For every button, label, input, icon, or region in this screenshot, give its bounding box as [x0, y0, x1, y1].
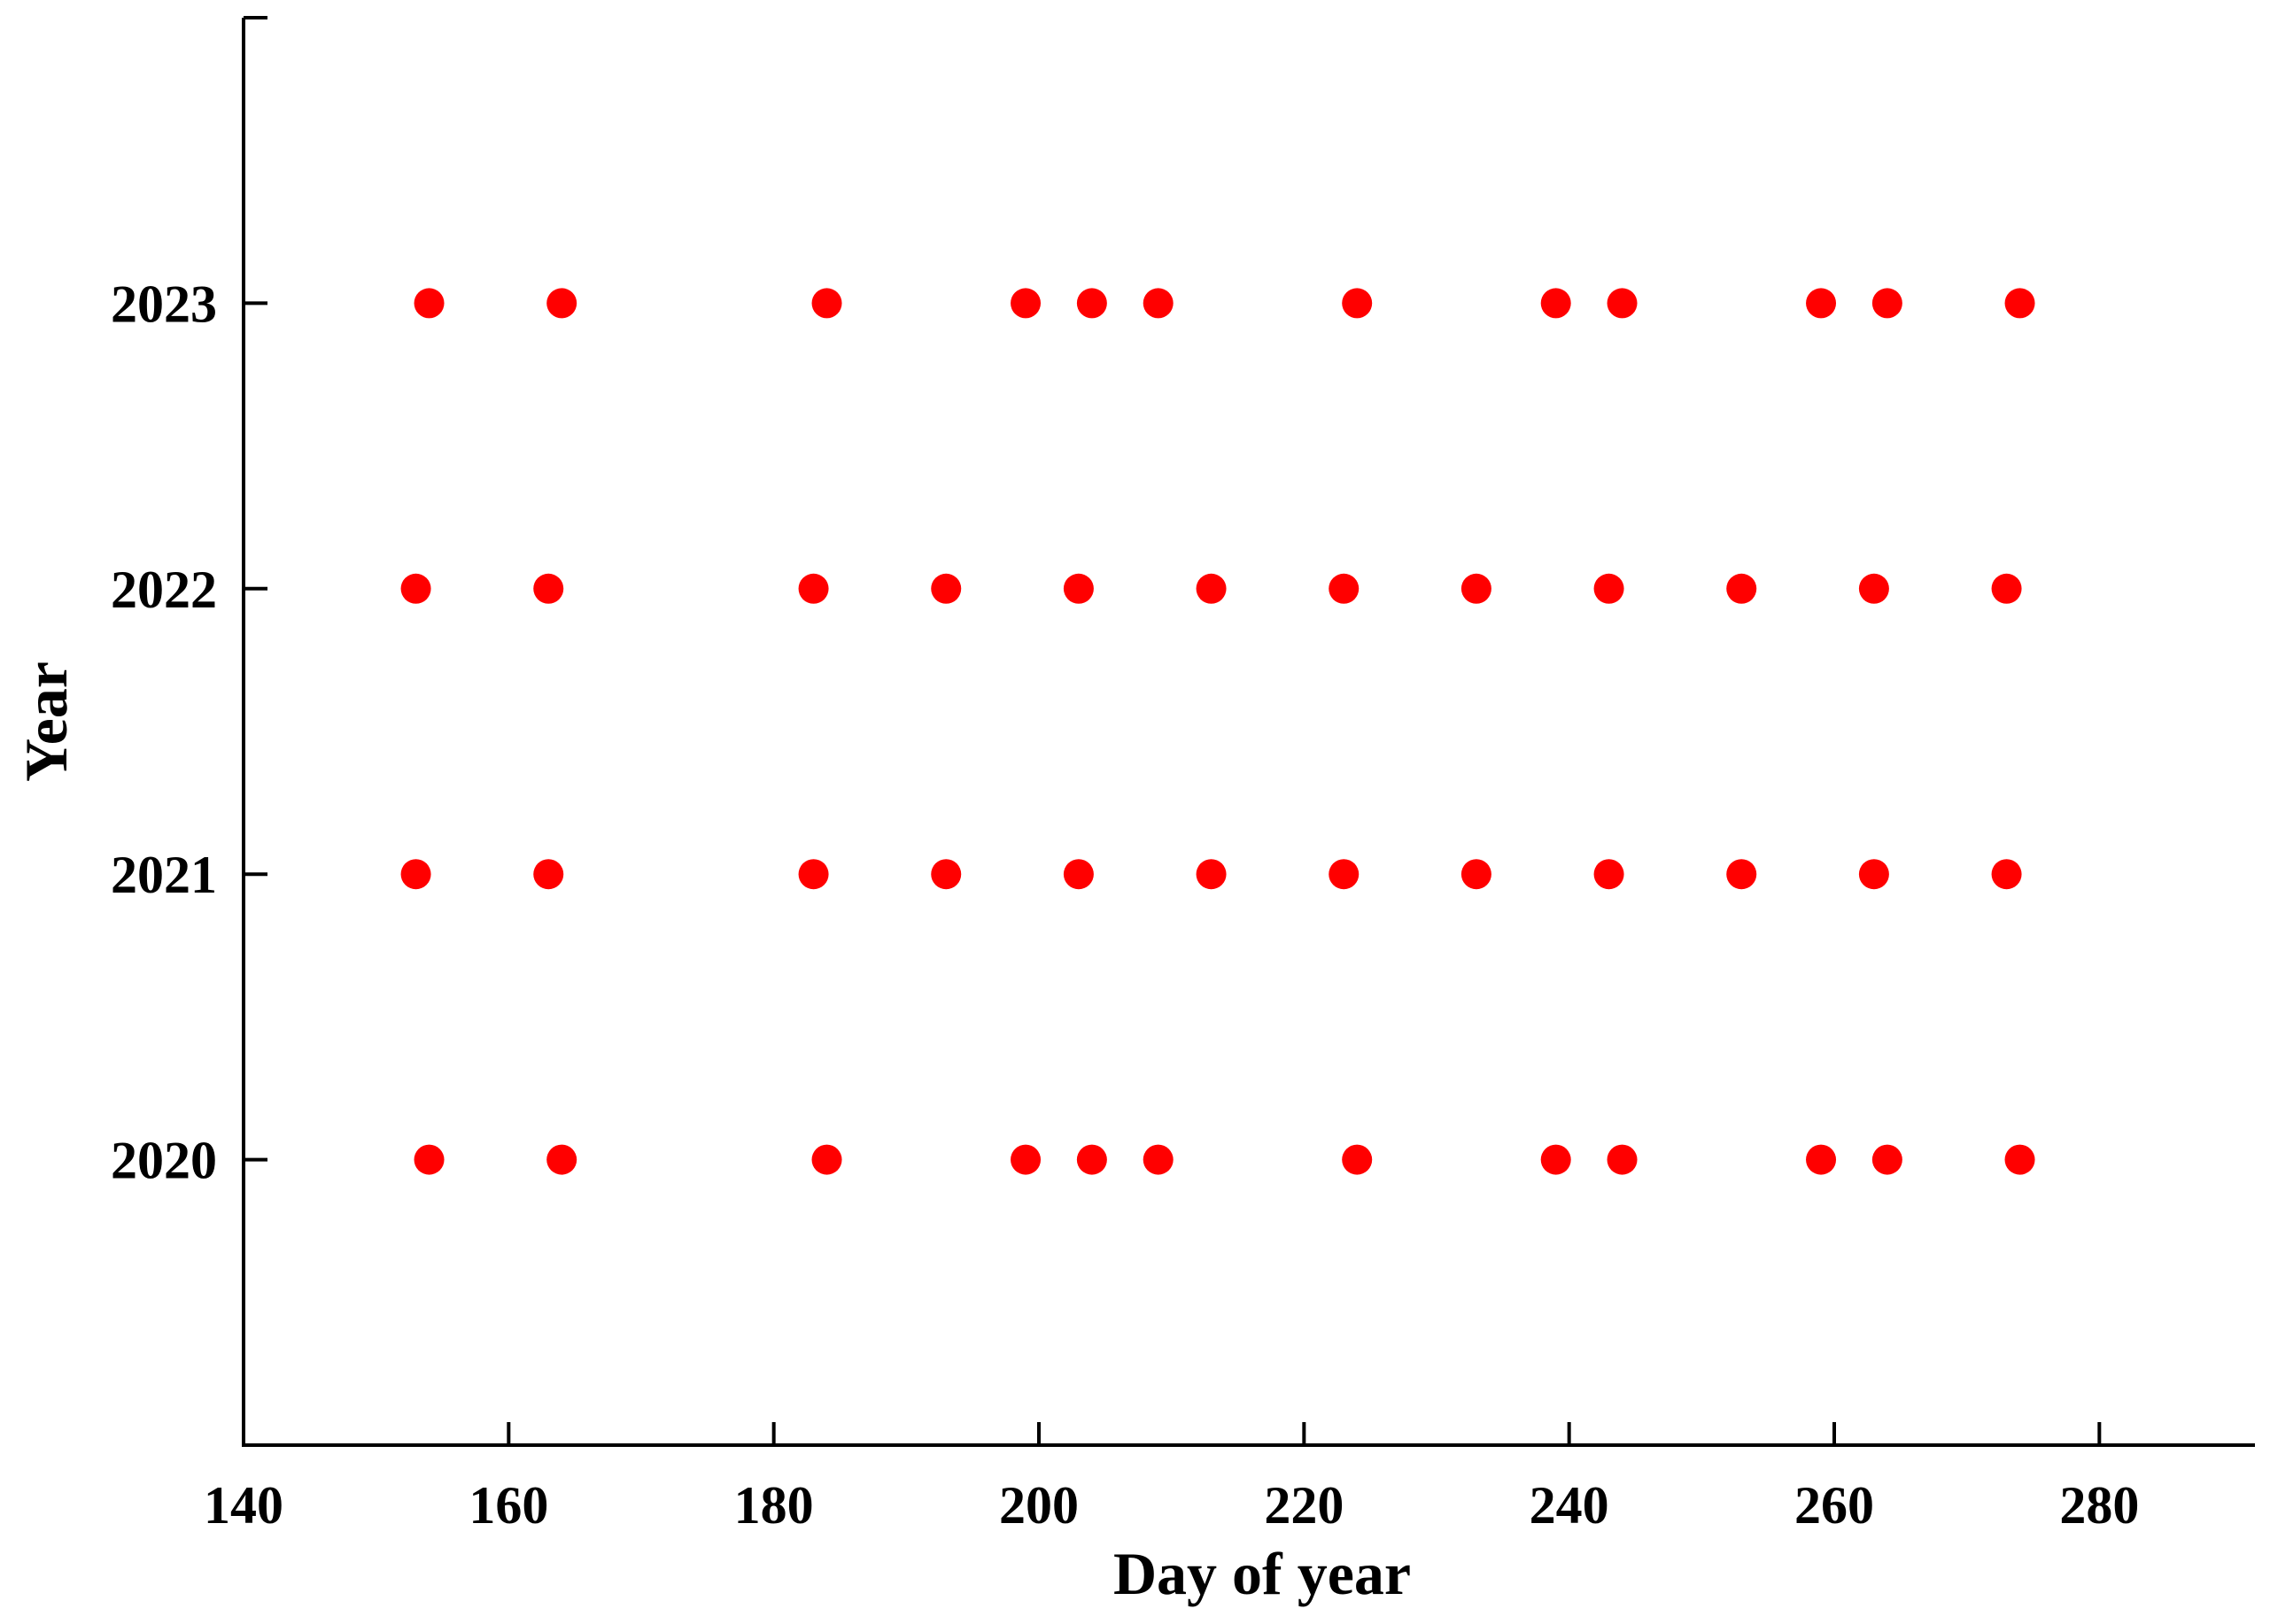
x-tick-label: 200 — [999, 1476, 1079, 1535]
x-tick-label: 140 — [204, 1476, 283, 1535]
data-point — [1011, 1144, 1042, 1175]
x-axis-title: Day of year — [1113, 1540, 1411, 1607]
data-point — [1011, 288, 1042, 319]
data-point — [798, 573, 829, 604]
x-ticks: 140 160 180 200 220 240 260 280 — [204, 1422, 2139, 1535]
data-point — [1607, 288, 1638, 319]
data-point — [798, 859, 829, 890]
data-point — [400, 859, 431, 890]
data-point — [1540, 288, 1571, 319]
y-tick-label: 2023 — [111, 275, 217, 333]
y-axis-title: Year — [12, 661, 80, 782]
data-point — [533, 573, 564, 604]
y-ticks: 2020 2021 2022 2023 — [111, 275, 267, 1190]
y-tick-label: 2022 — [111, 561, 217, 619]
data-point — [546, 1144, 577, 1175]
x-tick-label: 180 — [734, 1476, 814, 1535]
data-point — [1063, 859, 1094, 890]
data-point — [1858, 859, 1889, 890]
data-point — [1460, 573, 1491, 604]
x-tick-label: 260 — [1794, 1476, 1874, 1535]
data-point — [1871, 1144, 1902, 1175]
data-point — [1460, 859, 1491, 890]
data-point — [1143, 1144, 1174, 1175]
data-point — [811, 1144, 842, 1175]
data-point — [1991, 859, 2022, 890]
data-point — [1143, 288, 1174, 319]
data-point — [546, 288, 577, 319]
y-tick-label: 2021 — [111, 846, 217, 904]
data-point — [1540, 1144, 1571, 1175]
data-point — [1991, 573, 2022, 604]
data-point — [1329, 573, 1360, 604]
data-point — [1342, 288, 1373, 319]
data-point — [1871, 288, 1902, 319]
data-point — [1076, 1144, 1107, 1175]
data-point — [931, 859, 962, 890]
data-point — [1196, 573, 1227, 604]
data-point — [1076, 288, 1107, 319]
x-tick-label: 220 — [1264, 1476, 1344, 1535]
x-tick-label: 240 — [1530, 1476, 1609, 1535]
data-point — [400, 573, 431, 604]
data-point — [1342, 1144, 1373, 1175]
data-points — [400, 288, 2035, 1175]
data-point — [1196, 859, 1227, 890]
data-point — [2004, 288, 2035, 319]
data-point — [414, 288, 445, 319]
data-point — [931, 573, 962, 604]
data-point — [1858, 573, 1889, 604]
data-point — [1607, 1144, 1638, 1175]
data-point — [1593, 859, 1624, 890]
y-tick-label: 2020 — [111, 1132, 217, 1190]
data-point — [1593, 573, 1624, 604]
x-tick-label: 280 — [2059, 1476, 2139, 1535]
data-point — [1329, 859, 1360, 890]
data-point — [1726, 573, 1757, 604]
data-point — [811, 288, 842, 319]
data-point — [1806, 288, 1837, 319]
x-tick-label: 160 — [469, 1476, 548, 1535]
data-point — [533, 859, 564, 890]
data-point — [1726, 859, 1757, 890]
data-point — [1063, 573, 1094, 604]
data-point — [2004, 1144, 2035, 1175]
data-point — [414, 1144, 445, 1175]
data-point — [1806, 1144, 1837, 1175]
